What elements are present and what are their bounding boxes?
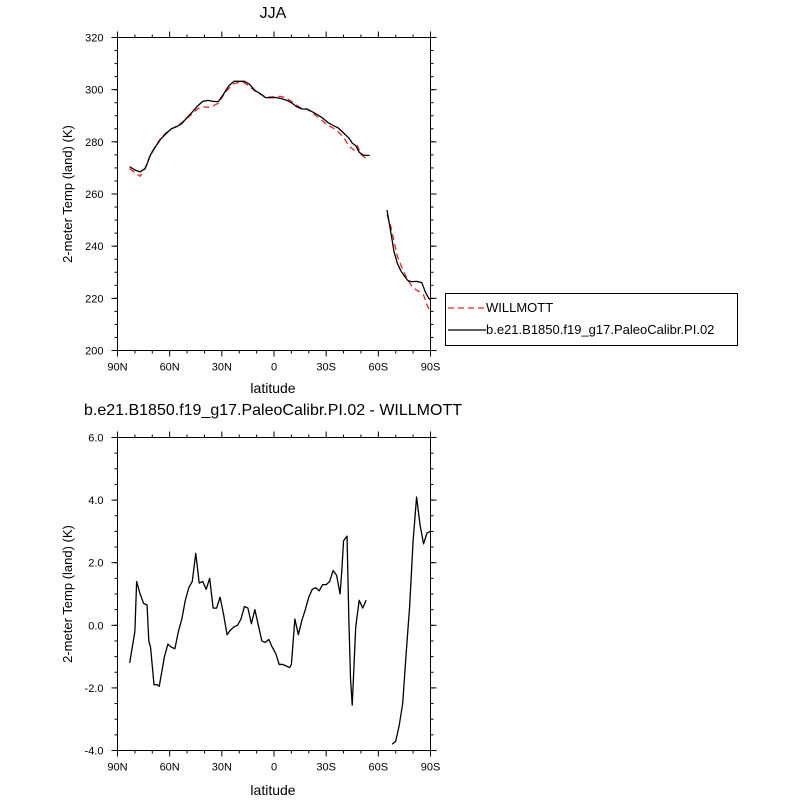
legend-box — [445, 293, 738, 346]
top-ytick-label: 240 — [85, 241, 103, 253]
top-series-1-line-segment-1 — [386, 210, 431, 301]
bottom-series-0-line-segment-1 — [391, 496, 431, 745]
bottom-ytick-label: 0.0 — [88, 620, 103, 632]
top-ytick-label: 260 — [85, 189, 103, 201]
bottom-y-axis-label: 2-meter Temp (land) (K) — [60, 525, 75, 663]
bottom-xtick-label: 90S — [421, 762, 441, 774]
top-data-lines — [129, 80, 432, 313]
bottom-ytick-label: 2.0 — [88, 558, 103, 570]
top-series-0-line-segment-1 — [386, 214, 432, 313]
bottom-xtick-label: 30S — [316, 762, 336, 774]
bottom-ytick-label: 4.0 — [88, 495, 103, 507]
top-xtick-label: 60N — [160, 362, 180, 374]
legend-label-model: b.e21.B1850.f19_g17.PaleoCalibr.PI.02 — [486, 322, 714, 337]
top-xtick-label: 90S — [421, 362, 441, 374]
bottom-axis-ticks: 90N 60N 30N 0 30S 60S 90S -4.0 -2.0 0.0 2.0 4.0 6.0 — [85, 431, 441, 774]
bottom-data-lines — [129, 496, 431, 745]
top-series-1-line-segment-0 — [129, 80, 370, 173]
top-axis-ticks: 90N 60N 30N 0 30S 60S 90S 200 220 240 260 280 300 320 — [85, 31, 441, 374]
bottom-panel: b.e21.B1850.f19_g17.PaleoCalibr.PI.02 - … — [60, 402, 462, 798]
bottom-ytick-label: -4.0 — [85, 746, 104, 758]
top-y-axis-label: 2-meter Temp (land) (K) — [60, 125, 75, 263]
bottom-xtick-label: 60S — [369, 762, 389, 774]
top-xtick-label: 30S — [316, 362, 336, 374]
top-ytick-label: 220 — [85, 293, 103, 305]
top-ytick-label: 300 — [85, 85, 103, 97]
legend: WILLMOTT b.e21.B1850.f19_g17.PaleoCalibr… — [445, 293, 738, 346]
top-xtick-label: 90N — [107, 362, 127, 374]
top-xtick-label: 60S — [369, 362, 389, 374]
top-ytick-label: 200 — [85, 346, 103, 358]
bottom-xtick-label: 60N — [160, 762, 180, 774]
bottom-series-0-line-segment-0 — [129, 535, 367, 706]
bottom-ytick-label: -2.0 — [85, 683, 104, 695]
bottom-chart-title: b.e21.B1850.f19_g17.PaleoCalibr.PI.02 - … — [84, 402, 462, 419]
bottom-xtick-label: 30N — [212, 762, 232, 774]
top-chart-title: JJA — [260, 5, 287, 22]
legend-label-willmott: WILLMOTT — [486, 300, 553, 315]
bottom-xtick-label: 90N — [107, 762, 127, 774]
bottom-x-axis-label: latitude — [250, 782, 295, 798]
top-xtick-label: 30N — [212, 362, 232, 374]
top-ytick-label: 280 — [85, 137, 103, 149]
bottom-ytick-label: 6.0 — [88, 433, 103, 445]
bottom-xtick-label: 0 — [271, 762, 277, 774]
top-series-0-line-segment-0 — [129, 81, 370, 177]
top-panel: JJA 90N 60N 30N 0 30S 60S 90S 200 220 240 260 280 30… — [60, 5, 440, 396]
top-plot-frame — [117, 37, 431, 351]
top-xtick-label: 0 — [271, 362, 277, 374]
top-x-axis-label: latitude — [250, 380, 295, 396]
top-ytick-label: 320 — [85, 33, 103, 45]
bottom-plot-frame — [117, 437, 431, 751]
